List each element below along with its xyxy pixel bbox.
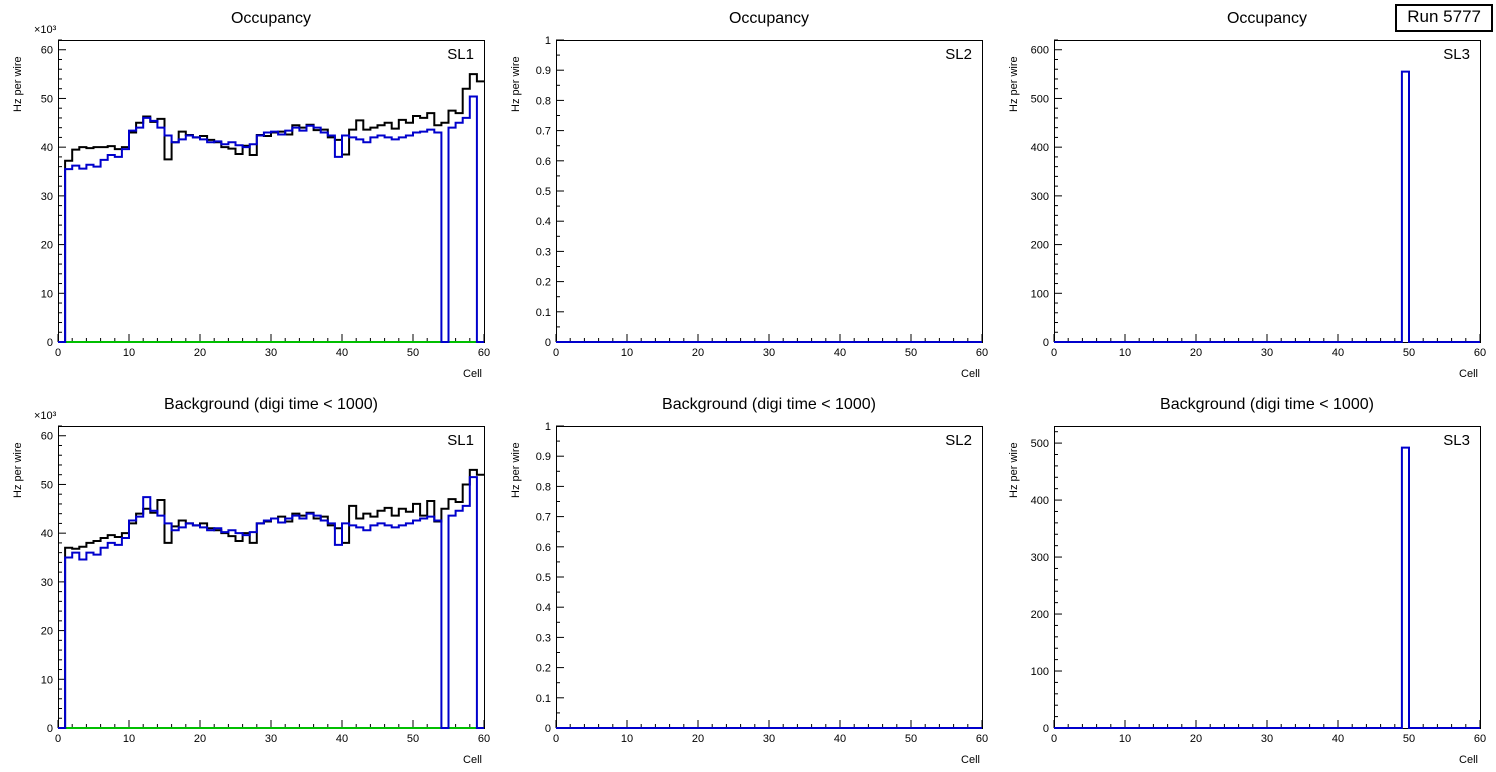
chart-title: Background (digi time < 1000): [662, 396, 876, 413]
superlayer-label: SL2: [945, 46, 972, 63]
y-axis-label: Hz per wire: [510, 56, 522, 112]
background-sl1-plot: [0, 386, 498, 772]
superlayer-label: SL3: [1443, 46, 1470, 63]
panel-background-sl3: Background (digi time < 1000) SL3 Hz per…: [996, 386, 1494, 772]
chart-title: Background (digi time < 1000): [164, 396, 378, 413]
chart-title: Occupancy: [1226, 10, 1308, 27]
superlayer-label: SL2: [945, 432, 972, 449]
superlayer-label: SL1: [447, 46, 474, 63]
x-axis-label: Cell: [961, 368, 980, 380]
background-sl2-plot: [498, 386, 996, 772]
x-axis-label: Cell: [961, 754, 980, 766]
x-axis-label: Cell: [463, 754, 482, 766]
panel-occupancy-sl1: Occupancy SL1 Hz per wire ×10³ Cell: [0, 0, 498, 386]
chart-title: Occupancy: [728, 10, 810, 27]
y-axis-label: Hz per wire: [1008, 56, 1020, 112]
y-axis-label: Hz per wire: [1008, 442, 1020, 498]
y-axis-multiplier: ×10³: [34, 24, 57, 36]
panel-occupancy-sl3: Occupancy SL3 Hz per wire Cell: [996, 0, 1494, 386]
superlayer-label: SL1: [447, 432, 474, 449]
run-number-box: Run 5777: [1395, 4, 1493, 32]
panel-background-sl1: Background (digi time < 1000) SL1 Hz per…: [0, 386, 498, 772]
y-axis-multiplier: ×10³: [34, 410, 57, 422]
panel-background-sl2: Background (digi time < 1000) SL2 Hz per…: [498, 386, 996, 772]
superlayer-label: SL3: [1443, 432, 1470, 449]
y-axis-label: Hz per wire: [510, 442, 522, 498]
x-axis-label: Cell: [1459, 754, 1478, 766]
y-axis-label: Hz per wire: [12, 56, 24, 112]
chart-title: Background (digi time < 1000): [1160, 396, 1374, 413]
chart-title: Occupancy: [230, 10, 312, 27]
occupancy-sl3-plot: [996, 0, 1494, 386]
y-axis-label: Hz per wire: [12, 442, 24, 498]
x-axis-label: Cell: [1459, 368, 1478, 380]
occupancy-sl2-plot: [498, 0, 996, 386]
panel-occupancy-sl2: Occupancy SL2 Hz per wire Cell: [498, 0, 996, 386]
occupancy-sl1-plot: [0, 0, 498, 386]
background-sl3-plot: [996, 386, 1494, 772]
x-axis-label: Cell: [463, 368, 482, 380]
